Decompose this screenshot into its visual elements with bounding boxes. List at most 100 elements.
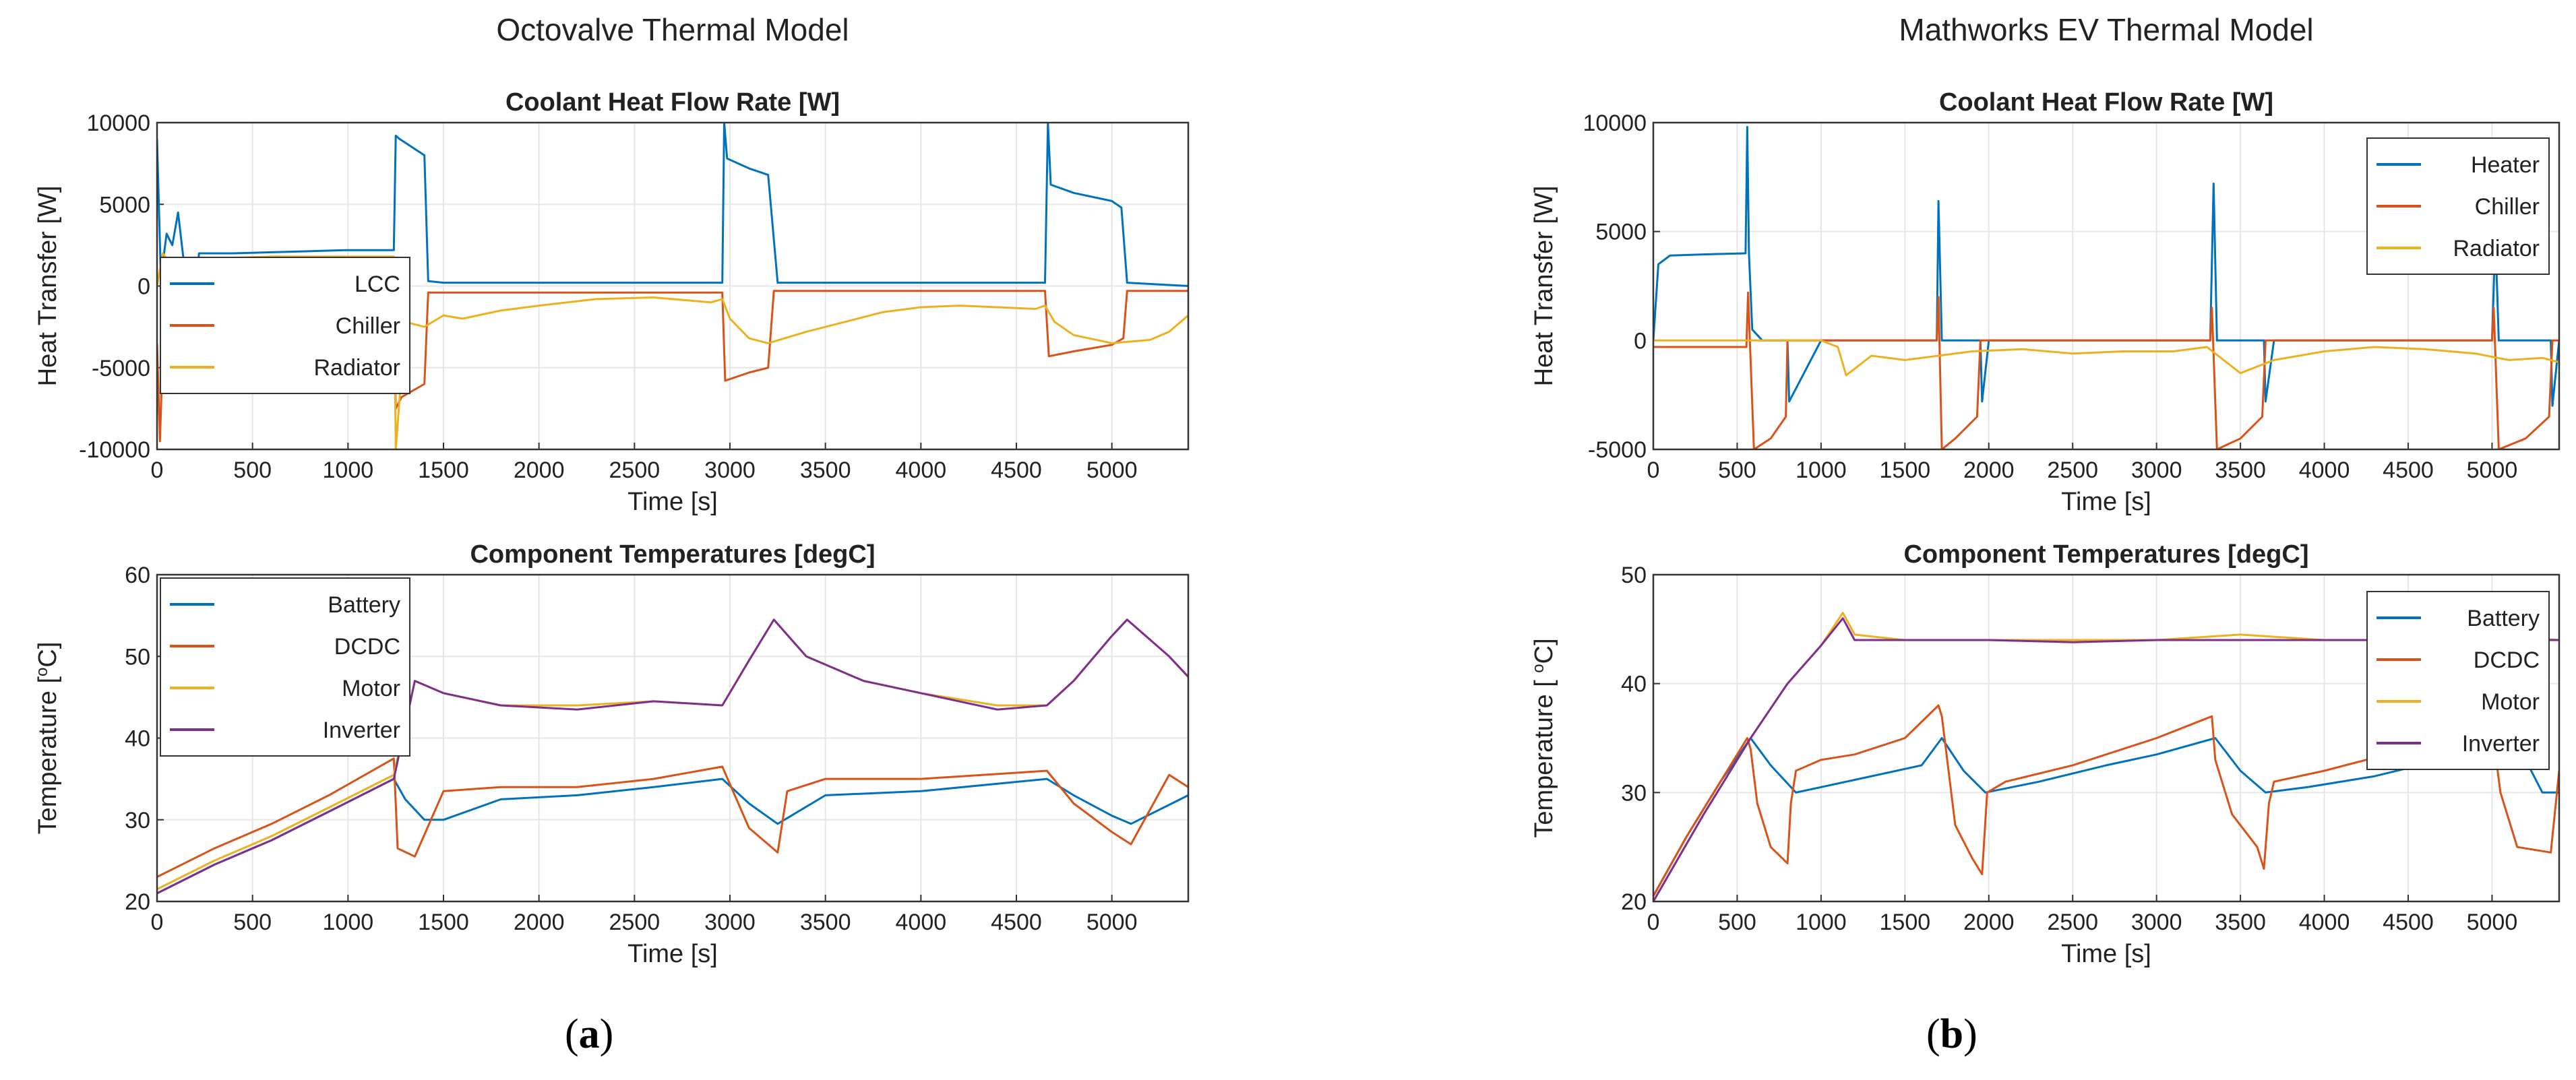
chart-3: Mathworks EV Thermal Model Coolant Heat F… [1530, 12, 2560, 516]
series-line-chiller [1653, 291, 2559, 449]
panel-label-close: ) [1963, 1011, 1977, 1057]
legend-entry-label: Radiator [313, 355, 400, 381]
series-line-inverter [157, 618, 1188, 895]
x-tick-label: 1500 [418, 457, 469, 483]
legend-entry-label: LCC [355, 272, 400, 297]
x-tick-label: 3500 [800, 457, 851, 483]
legend-entry-label: Chiller [2475, 194, 2540, 220]
x-tick-label: 5000 [1086, 910, 1138, 935]
x-tick-label: 4000 [2299, 910, 2350, 935]
panel-label-open: ( [1926, 1011, 1940, 1057]
legend: Heater Chiller Radiator [2366, 137, 2550, 275]
panel-label-a: (a) [565, 1011, 613, 1058]
chart-title: Coolant Heat Flow Rate [W] [505, 88, 840, 117]
x-tick-label: 3000 [2131, 910, 2182, 935]
x-tick-label: 1500 [1880, 457, 1931, 483]
x-tick-label: 0 [151, 910, 164, 935]
y-axis-label: Heat Transfer [W] [34, 186, 62, 387]
y-tick-label: 50 [1621, 563, 1647, 588]
panel-label-letter: b [1940, 1011, 1964, 1057]
x-tick-label: 2500 [2047, 910, 2098, 935]
y-axis-label: Temperature [ oC] [1529, 638, 1559, 837]
x-tick-label: 500 [233, 457, 272, 483]
y-tick-label: 0 [137, 274, 150, 300]
series-group [157, 618, 1188, 895]
x-tick-label: 3500 [2215, 910, 2266, 935]
x-tick-label: 3500 [2215, 457, 2266, 483]
x-axis-label: Time [s] [2061, 940, 2151, 968]
axes-frame [1652, 121, 2560, 451]
x-tick-label: 0 [151, 457, 164, 483]
legend-entry-label: Heater [2471, 152, 2540, 178]
x-tick-label: 3000 [704, 910, 756, 935]
legend-entry-label: Chiller [336, 313, 400, 339]
panel-label-letter: a [578, 1011, 600, 1057]
figure-suptitle: Mathworks EV Thermal Model [1899, 12, 2313, 47]
y-axis-label: Temperature [oC] [33, 642, 63, 835]
legend-entry-label: Battery [2467, 606, 2540, 631]
series-line-dcdc [157, 757, 1188, 878]
y-tick-label: 20 [125, 889, 150, 915]
legend: Battery DCDC Motor Inverter [2366, 591, 2550, 770]
series-group [1653, 126, 2559, 449]
y-tick-label: 10000 [1583, 110, 1647, 136]
y-tick-label: 5000 [99, 192, 150, 218]
x-tick-label: 4000 [2299, 457, 2350, 483]
panel-label-b: (b) [1926, 1011, 1977, 1058]
axes-frame [156, 121, 1190, 451]
x-tick-label: 0 [1647, 457, 1660, 483]
legend-entry-label: Motor [2481, 689, 2540, 715]
x-tick-label: 2000 [1963, 457, 2015, 483]
y-tick-label: -5000 [92, 356, 150, 381]
x-tick-label: 2000 [514, 910, 565, 935]
legend-entry-label: Radiator [2453, 236, 2540, 261]
x-tick-label: 5000 [2467, 457, 2518, 483]
y-tick-label: 0 [1634, 328, 1647, 354]
y-tick-label: 20 [1621, 889, 1647, 915]
x-tick-label: 1000 [323, 457, 374, 483]
series-line-radiator [1653, 339, 2559, 377]
y-tick-label: -5000 [1588, 437, 1647, 463]
chart-2: Component Temperatures [degC] 0 500 1000 150… [33, 540, 1190, 968]
legend-entry-label: Motor [342, 676, 400, 701]
panel-label-close: ) [599, 1011, 614, 1057]
x-tick-label: 1000 [323, 910, 374, 935]
x-tick-label: 4000 [896, 457, 947, 483]
x-tick-label: 1500 [1880, 910, 1931, 935]
series-line-inverter [1653, 617, 2559, 901]
panel-label-open: ( [565, 1011, 579, 1057]
y-axis-label: Heat Transfer [W] [1530, 186, 1558, 387]
x-tick-label: 4500 [991, 457, 1042, 483]
legend-entry-label: DCDC [2474, 647, 2540, 673]
x-tick-label: 2500 [2047, 457, 2098, 483]
x-tick-label: 3000 [704, 457, 756, 483]
x-tick-label: 0 [1647, 910, 1660, 935]
axes-frame [1652, 573, 2560, 903]
x-tick-label: 2500 [609, 910, 661, 935]
x-tick-label: 2000 [514, 457, 565, 483]
x-tick-label: 4500 [2383, 910, 2434, 935]
x-tick-label: 5000 [1086, 457, 1138, 483]
legend-entry-label: DCDC [334, 634, 400, 660]
x-tick-label: 4000 [896, 910, 947, 935]
x-tick-label: 3500 [800, 910, 851, 935]
x-tick-label: 1000 [1796, 457, 1847, 483]
y-tick-label: 40 [125, 726, 150, 752]
y-tick-label: 50 [125, 644, 150, 670]
y-tick-label: 30 [125, 808, 150, 833]
chart-1: Octovalve Thermal Model Coolant Heat Flow… [34, 12, 1190, 516]
y-tick-label: 60 [125, 563, 150, 588]
y-tick-label: 5000 [1595, 220, 1647, 245]
x-tick-label: 500 [1718, 457, 1756, 483]
x-tick-label: 500 [1718, 910, 1756, 935]
figure-suptitle: Octovalve Thermal Model [496, 12, 849, 47]
x-tick-label: 5000 [2467, 910, 2518, 935]
x-tick-label: 2000 [1963, 910, 2015, 935]
legend-entry-label: Inverter [2462, 731, 2540, 757]
y-tick-label: 30 [1621, 780, 1647, 806]
series-line-radiator [157, 252, 1188, 449]
axes-frame [156, 573, 1190, 903]
x-tick-label: 500 [233, 910, 272, 935]
x-tick-label: 4500 [2383, 457, 2434, 483]
x-tick-label: 1000 [1796, 910, 1847, 935]
